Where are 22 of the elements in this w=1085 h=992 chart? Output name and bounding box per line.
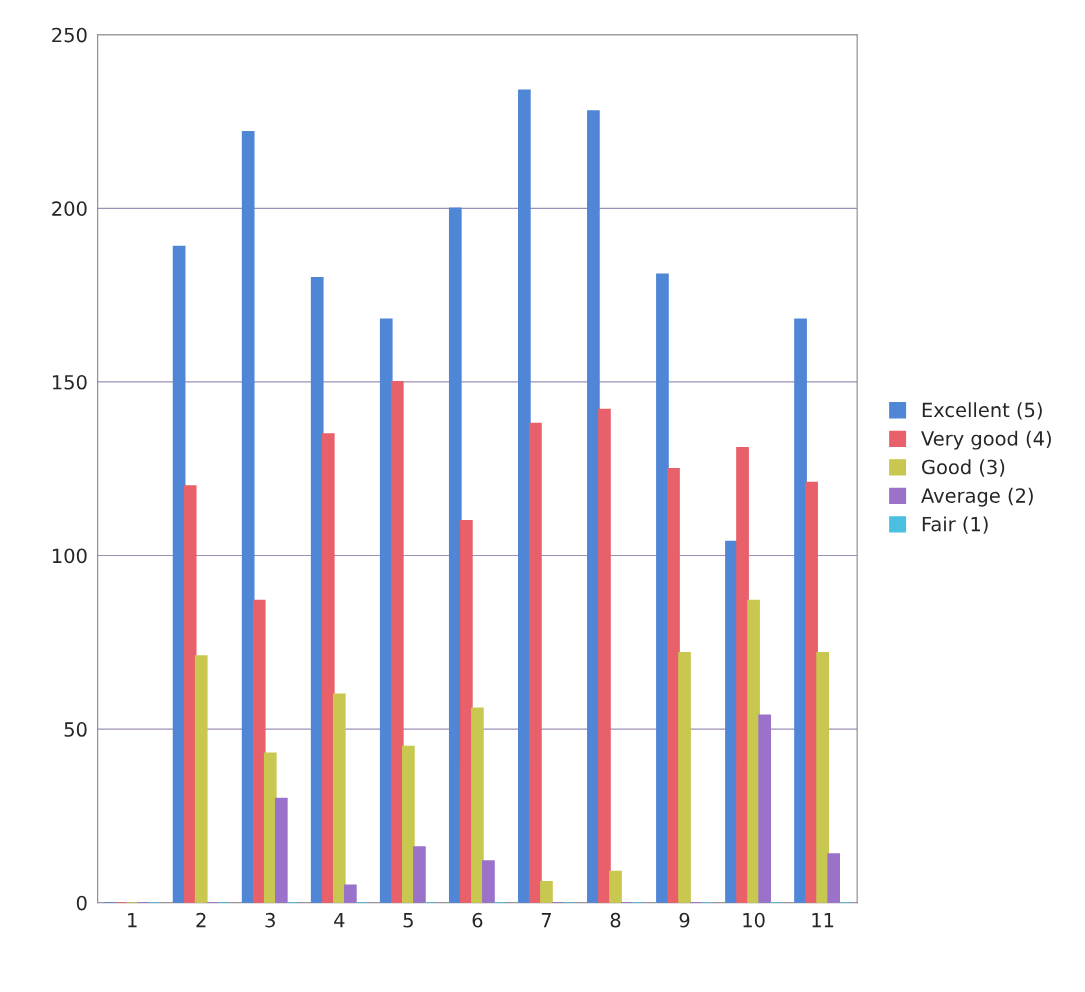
y-tick-label: 100 bbox=[52, 548, 87, 564]
legend-label: Fair (1) bbox=[922, 516, 988, 534]
x-tick-label: 7 bbox=[541, 913, 551, 928]
legend-label: Good (3) bbox=[922, 459, 1005, 477]
legend-label: Very good (4) bbox=[921, 430, 1051, 450]
x-tick-label: 6 bbox=[472, 912, 483, 928]
x-tick-label: 1 bbox=[128, 913, 137, 928]
y-tick-label: 250 bbox=[52, 27, 87, 43]
x-tick-label: 10 bbox=[743, 912, 765, 928]
y-tick-label: 150 bbox=[52, 374, 87, 390]
x-tick-label: 8 bbox=[610, 912, 621, 928]
legend-label: Excellent (5) bbox=[922, 402, 1042, 420]
x-tick-label: 2 bbox=[196, 912, 206, 928]
x-tick-label: 5 bbox=[403, 913, 413, 928]
x-tick-label: 4 bbox=[334, 913, 345, 928]
x-tick-label: 3 bbox=[265, 912, 275, 928]
y-tick-label: 50 bbox=[64, 722, 87, 737]
y-tick-label: 0 bbox=[76, 895, 87, 911]
y-tick-label: 200 bbox=[52, 201, 87, 216]
x-tick-label: 11 bbox=[812, 913, 834, 928]
x-tick-label: 9 bbox=[679, 912, 690, 928]
legend-label: Average (2) bbox=[921, 487, 1033, 507]
